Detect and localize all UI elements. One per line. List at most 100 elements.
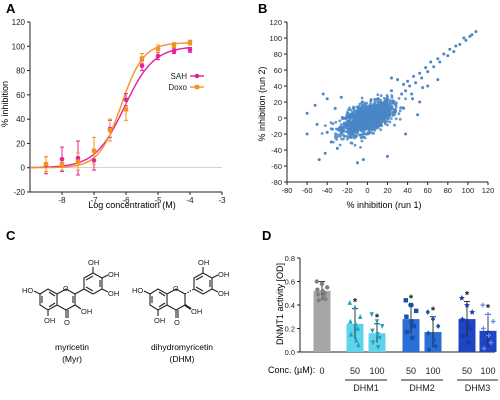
panel-b-point xyxy=(379,128,383,132)
panel-d-point xyxy=(374,319,380,325)
panel-a-x-tick-label: -3 xyxy=(218,196,226,205)
panel-b-point xyxy=(338,119,342,123)
panel-d-point xyxy=(377,335,382,341)
panel-b-point xyxy=(393,123,396,127)
svg-text:OH: OH xyxy=(218,289,229,298)
panel-a-y-axis-title: % inhibition xyxy=(0,81,10,127)
panel-b-point xyxy=(367,126,371,129)
panel-b-point xyxy=(358,133,362,137)
panel-b-point xyxy=(414,81,418,85)
panel-d-y-tick-label: 0.6 xyxy=(285,278,295,287)
panel-a-point-doxo xyxy=(59,161,65,167)
panel-b-point xyxy=(379,100,383,104)
panel-b-point xyxy=(386,116,389,120)
panel-b-x-tick-label: -20 xyxy=(342,186,353,195)
panel-b-point xyxy=(424,66,428,70)
panel-b-point xyxy=(363,118,366,122)
panel-b-x-axis-title: % inhibition (run 1) xyxy=(346,200,421,210)
panel-b-point xyxy=(346,122,350,126)
svg-text:O: O xyxy=(174,318,180,327)
panel-b-point xyxy=(325,130,329,134)
panel-b-point xyxy=(360,101,364,104)
panel-a-point-sah xyxy=(91,158,97,163)
panel-b-point xyxy=(361,158,365,162)
panel-a-x-tick-label: -6 xyxy=(122,196,130,205)
panel-a-legend-marker xyxy=(194,84,200,90)
panel-b-point xyxy=(356,126,360,129)
panel-a-legend-label: SAH xyxy=(171,72,188,81)
svg-text:OH: OH xyxy=(108,289,119,298)
panel-a-y-tick-label: 100 xyxy=(12,42,26,51)
panel-d-concentration-value: 100 xyxy=(425,366,440,376)
panel-b-point xyxy=(334,132,337,136)
panel-d-significance-star: * xyxy=(431,305,436,317)
svg-text:OH: OH xyxy=(198,258,209,267)
panel-b-point xyxy=(359,109,362,113)
panel-b-point xyxy=(372,104,376,107)
panel-d-point xyxy=(486,333,491,338)
panel-b-point xyxy=(402,82,406,86)
panel-b-point xyxy=(329,127,333,130)
panel-d-point xyxy=(469,309,476,315)
panel-d-point xyxy=(315,292,321,297)
panel-b-point xyxy=(324,124,327,127)
panel-d-point xyxy=(353,321,358,326)
panel-d-letter: D xyxy=(262,228,271,243)
panel-d-significance-star: * xyxy=(375,312,380,324)
panel-b-point xyxy=(390,89,393,93)
panel-b-point xyxy=(402,106,406,110)
panel-a-point-sah xyxy=(75,155,81,161)
panel-a-dose-response-chart: A -20 0 20 40 60 80 100 120 -8 -7 -6 -5 -4 -3 SAH Doxo… xyxy=(0,1,226,210)
svg-text:HO: HO xyxy=(132,286,143,295)
panel-b-point xyxy=(375,116,379,120)
panel-a-point-doxo xyxy=(123,107,129,112)
panel-b-y-axis-title: % inhibition (run 2) xyxy=(257,66,267,141)
panel-d-point xyxy=(347,299,352,305)
panel-b-point xyxy=(398,117,402,121)
panel-b-point xyxy=(358,115,362,119)
panel-b-point xyxy=(372,111,376,114)
panel-b-point xyxy=(376,104,380,107)
panel-b-point xyxy=(370,131,374,135)
panel-b-point xyxy=(421,86,425,90)
panel-b-point xyxy=(361,132,365,136)
panel-d-significance-star: * xyxy=(353,297,358,309)
panel-b-point xyxy=(386,97,389,100)
panel-b-point xyxy=(416,113,420,117)
panel-c-chemical-structures: C HO xyxy=(6,228,229,364)
panel-b-point xyxy=(397,97,401,100)
panel-b-point xyxy=(344,126,348,130)
panel-b-point xyxy=(345,113,349,117)
panel-b-point xyxy=(367,131,371,135)
panel-b-point xyxy=(458,42,462,46)
panel-d-point xyxy=(409,319,414,324)
panel-b-point xyxy=(436,78,440,82)
panel-d-point xyxy=(481,346,487,351)
panel-b-point xyxy=(438,60,442,64)
panel-b-point xyxy=(359,136,363,140)
panel-b-point xyxy=(347,129,351,132)
panel-b-point xyxy=(400,92,404,96)
panel-b-point xyxy=(384,99,388,103)
panel-b-point xyxy=(360,139,364,143)
panel-b-point xyxy=(341,133,345,137)
panel-b-point xyxy=(382,96,386,100)
panel-b-point xyxy=(436,57,440,61)
panel-a-x-tick-label: -4 xyxy=(186,196,194,205)
panel-b-point xyxy=(446,54,450,58)
panel-b-point xyxy=(418,100,422,104)
panel-b-x-tick-label: 60 xyxy=(424,186,432,195)
panel-b-x-tick-label: 80 xyxy=(444,186,452,195)
panel-b-point xyxy=(363,101,366,105)
panel-d-point xyxy=(480,302,486,308)
panel-b-point xyxy=(379,94,383,97)
panel-b-point xyxy=(429,60,433,64)
panel-b-point xyxy=(386,123,389,127)
panel-d-point xyxy=(370,340,376,346)
panel-d-point xyxy=(464,320,471,327)
panel-d-point xyxy=(459,316,466,322)
panel-b-point xyxy=(337,126,341,130)
svg-text:OH: OH xyxy=(191,307,202,316)
panel-d-point xyxy=(352,304,358,310)
panel-b-point xyxy=(339,95,343,99)
